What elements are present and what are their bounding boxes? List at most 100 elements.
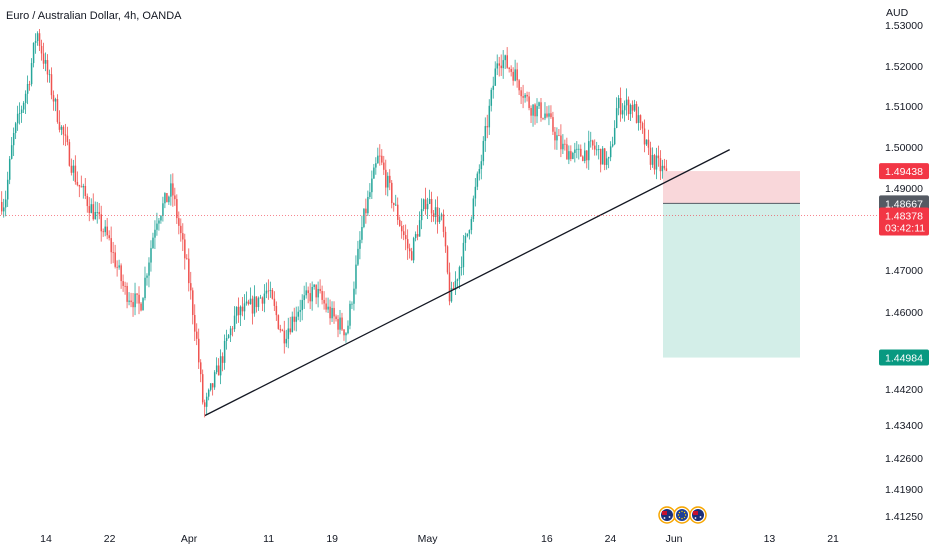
candle	[168, 195, 170, 205]
candle	[629, 103, 632, 121]
candle	[377, 147, 379, 164]
candle	[510, 65, 512, 77]
candle	[613, 120, 616, 146]
candle	[546, 106, 548, 119]
candle	[263, 284, 266, 313]
price-axis[interactable]: 1.530001.520001.510001.500001.490001.480…	[885, 20, 923, 523]
candle	[586, 150, 588, 169]
candle	[110, 226, 112, 264]
eu-flag-icon[interactable]	[673, 506, 691, 524]
candle	[550, 105, 552, 119]
candle	[619, 87, 622, 122]
candle	[516, 62, 518, 88]
candle	[649, 141, 652, 171]
candle	[490, 87, 493, 112]
trendline[interactable]	[204, 149, 730, 417]
candle	[512, 67, 514, 86]
event-markers[interactable]	[658, 506, 707, 524]
candle	[18, 102, 21, 125]
countdown-label: 03:42:11	[885, 222, 925, 234]
candle	[500, 54, 502, 76]
candle	[327, 297, 329, 314]
time-axis[interactable]: 14 22 Apr 11 19 May 16 24 Jun 13 21	[40, 533, 839, 545]
candle	[598, 145, 600, 160]
candle	[68, 139, 71, 167]
candle	[229, 325, 232, 342]
candle	[251, 295, 254, 325]
candle	[40, 39, 43, 61]
x-tick-label: 22	[104, 533, 116, 545]
candle	[166, 193, 168, 203]
candle	[257, 296, 260, 311]
candle	[506, 47, 508, 69]
candle	[434, 199, 437, 225]
candle	[548, 105, 550, 126]
candle	[446, 245, 449, 275]
candle	[412, 236, 415, 264]
chart-title: Euro / Australian Dollar, 4h, OANDA	[6, 10, 182, 22]
candle	[50, 67, 53, 100]
candle	[265, 282, 268, 299]
candle	[243, 294, 246, 320]
candle	[88, 197, 91, 222]
candle	[508, 66, 510, 73]
candle	[474, 178, 477, 207]
candle	[182, 223, 184, 252]
candle	[323, 291, 325, 310]
candle	[301, 294, 303, 321]
candle	[540, 97, 542, 122]
position-tool[interactable]	[663, 171, 800, 358]
stop-loss-zone[interactable]	[663, 171, 800, 204]
candle	[170, 174, 172, 206]
candle	[116, 260, 118, 277]
candle	[460, 256, 463, 276]
candle	[2, 198, 5, 218]
y-tick-label: 1.49000	[885, 183, 923, 195]
candle	[478, 164, 481, 181]
candle	[472, 195, 475, 222]
candle	[106, 217, 108, 240]
entry-price-tag: 1.48667	[879, 195, 929, 212]
candle	[148, 257, 150, 288]
australia-flag-icon[interactable]	[689, 506, 707, 524]
candle	[631, 100, 634, 118]
candle	[126, 282, 128, 309]
candle	[96, 201, 99, 224]
candle	[213, 370, 216, 390]
candle	[86, 193, 89, 213]
candle	[136, 293, 138, 304]
candle	[430, 191, 433, 223]
candle	[424, 187, 427, 215]
candle	[279, 324, 282, 333]
candle	[418, 211, 421, 237]
take-profit-zone[interactable]	[663, 203, 800, 358]
candle	[64, 123, 67, 147]
candle	[454, 271, 457, 296]
x-tick-label: 13	[764, 533, 776, 545]
candle	[333, 301, 335, 324]
candle	[152, 232, 154, 249]
candle	[578, 144, 580, 160]
candle	[200, 359, 202, 383]
candle	[291, 311, 294, 333]
candle	[627, 96, 630, 121]
candle	[295, 306, 298, 332]
candle	[414, 231, 417, 242]
candle	[128, 292, 130, 306]
candle	[221, 352, 224, 372]
candle	[273, 291, 276, 312]
candle	[560, 124, 562, 158]
candle	[102, 228, 104, 237]
candle	[420, 198, 423, 230]
x-tick-label: 21	[827, 533, 839, 545]
candle	[227, 333, 230, 339]
y-tick-label: 1.44200	[885, 384, 923, 396]
candle	[84, 178, 87, 200]
candle	[42, 42, 45, 70]
candle	[188, 248, 190, 292]
candle	[331, 301, 333, 322]
australia-flag-icon[interactable]	[658, 506, 676, 524]
candle	[10, 137, 13, 160]
candle	[28, 80, 31, 91]
